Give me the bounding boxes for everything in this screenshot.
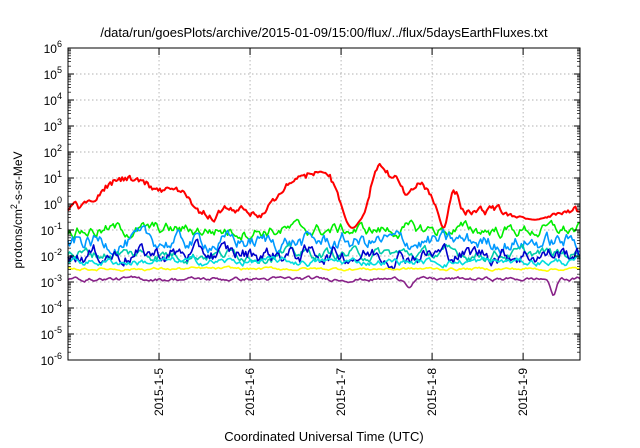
y-axis-label-sup: 2 bbox=[9, 204, 19, 209]
y-tick-label: 10-2 bbox=[41, 247, 62, 264]
x-axis: 2015-1-5 2015-1-6 2015-1-7 2015-1-8 2015-1-9 bbox=[152, 48, 530, 416]
y-tick-label: 106 bbox=[44, 39, 62, 56]
series-line-5 bbox=[67, 238, 581, 271]
y-tick-label: 10-4 bbox=[41, 299, 62, 316]
chart-title: /data/run/goesPlots/archive/2015-01-09/1… bbox=[100, 25, 548, 40]
series-group bbox=[67, 162, 581, 297]
y-tick-label: 100 bbox=[44, 195, 62, 212]
x-tick-label: 2015-1-5 bbox=[152, 368, 166, 416]
x-tick-label: 2015-1-7 bbox=[334, 368, 348, 416]
y-tick-label: 105 bbox=[44, 65, 62, 82]
y-tick-label: 103 bbox=[44, 117, 62, 134]
x-tick-label: 2015-1-8 bbox=[425, 368, 439, 416]
y-tick-label: 104 bbox=[44, 91, 62, 108]
series-line-3 bbox=[67, 225, 581, 256]
series-line-2 bbox=[67, 218, 581, 241]
x-tick-label: 2015-1-6 bbox=[243, 368, 257, 416]
y-axis-label: protons/cm2-s-sr-MeV bbox=[9, 151, 25, 268]
y-axis: 10-6 10-5 10-4 10-3 10-2 10-1 100 101 102 103 104 1… bbox=[41, 39, 580, 368]
series-line-8 bbox=[67, 275, 581, 297]
y-tick-label: 101 bbox=[44, 169, 62, 186]
y-tick-label: 102 bbox=[44, 143, 62, 160]
series-line-7 bbox=[67, 265, 581, 273]
x-tick-label: 2015-1-9 bbox=[516, 368, 530, 416]
y-tick-label: 10-5 bbox=[41, 325, 62, 342]
y-tick-label: 10-3 bbox=[41, 273, 62, 290]
y-tick-label: 10-6 bbox=[41, 351, 62, 368]
y-axis-label-base: protons/cm bbox=[11, 209, 25, 268]
y-tick-label: 10-1 bbox=[41, 221, 62, 238]
x-axis-label: Coordinated Universal Time (UTC) bbox=[224, 429, 423, 444]
grid bbox=[68, 48, 580, 360]
y-axis-label-rest: -s-sr-MeV bbox=[11, 151, 25, 204]
series-line-1 bbox=[67, 162, 581, 229]
series-line-6 bbox=[67, 254, 581, 269]
